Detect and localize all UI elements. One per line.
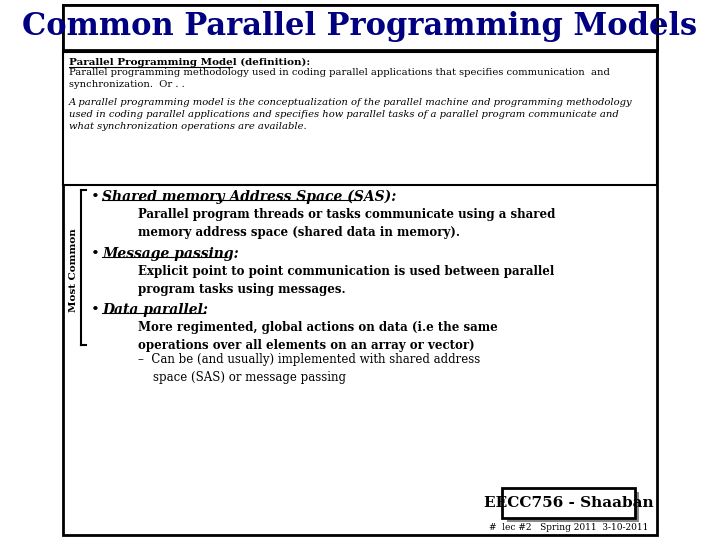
Text: Data parallel:: Data parallel: [102,303,208,317]
Text: Common Parallel Programming Models: Common Parallel Programming Models [22,11,698,43]
Text: –  Can be (and usually) implemented with shared address
    space (SAS) or messa: – Can be (and usually) implemented with … [138,353,480,384]
FancyBboxPatch shape [63,5,657,50]
Text: Most Common: Most Common [69,228,78,312]
Text: •: • [91,303,99,317]
Text: #  lec #2   Spring 2011  3-10-2011: # lec #2 Spring 2011 3-10-2011 [489,523,648,531]
Text: •: • [91,190,99,204]
Text: Parallel programming methodology used in coding parallel applications that speci: Parallel programming methodology used in… [68,68,610,89]
Text: A parallel programming model is the conceptualization of the parallel machine an: A parallel programming model is the conc… [68,98,632,131]
Text: •: • [91,247,99,261]
FancyBboxPatch shape [63,5,657,535]
Text: Explicit point to point communication is used between parallel
program tasks usi: Explicit point to point communication is… [138,265,554,296]
FancyBboxPatch shape [507,492,639,522]
FancyBboxPatch shape [63,52,657,185]
Text: Parallel program threads or tasks communicate using a shared
memory address spac: Parallel program threads or tasks commun… [138,208,556,239]
Text: EECC756 - Shaaban: EECC756 - Shaaban [484,496,653,510]
Text: Message passing:: Message passing: [102,247,239,261]
Text: More regimented, global actions on data (i.e the same
operations over all elemen: More regimented, global actions on data … [138,321,498,352]
FancyBboxPatch shape [503,488,634,518]
Text: Parallel Programming Model (definition):: Parallel Programming Model (definition): [68,58,310,67]
Text: Shared memory Address Space (SAS):: Shared memory Address Space (SAS): [102,190,397,205]
